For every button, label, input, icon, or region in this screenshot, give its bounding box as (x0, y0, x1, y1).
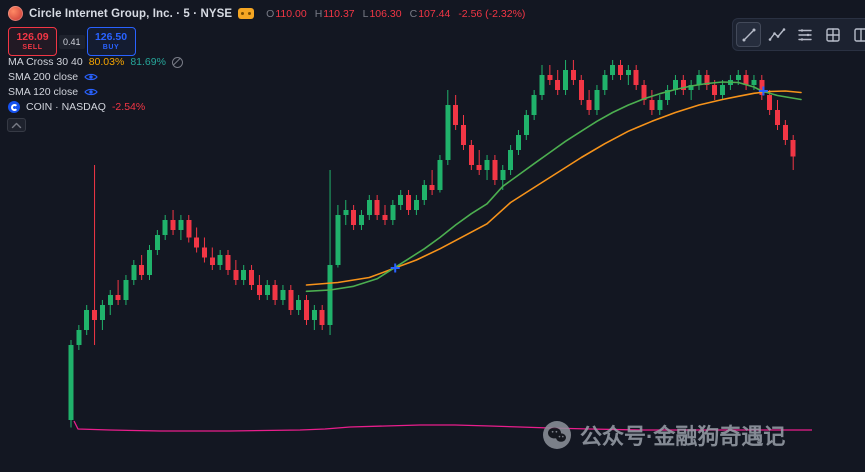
wechat-icon (543, 421, 571, 449)
open-value: 110.00 (275, 7, 307, 20)
toolbar-button-grid-layout-2[interactable] (848, 22, 865, 47)
symbol-logo-icon (8, 6, 23, 21)
sma-120-title[interactable]: SMA 120 close (8, 86, 79, 98)
coin-title[interactable]: COIN · NASDAQ (26, 101, 106, 113)
watermark-text: 公众号·金融狗奇遇记 (580, 424, 786, 449)
grid-layout-icon (825, 27, 840, 42)
close-label: C (409, 7, 418, 20)
coin-logo-icon (8, 101, 20, 113)
buy-price: 126.50 (94, 31, 128, 44)
legend-row-coin: COIN · NASDAQ -2.54% (8, 101, 183, 113)
buy-sell-panel: 126.09 SELL 0.41 126.50 BUY (8, 27, 136, 56)
ma-cross-value-1: 80.03% (88, 56, 125, 68)
trend-line-icon (742, 28, 755, 41)
sell-button[interactable]: 126.09 SELL (8, 27, 57, 56)
legend-row-sma-120: SMA 120 close (8, 86, 183, 98)
open-label: O (266, 7, 275, 20)
toolbar-button-polyline[interactable] (764, 22, 789, 47)
ma-cross-value-2: 81.69% (130, 56, 166, 68)
market-status-icon[interactable] (238, 8, 255, 19)
collapse-legend-button[interactable] (7, 118, 26, 132)
eye-icon[interactable] (84, 87, 98, 97)
spread-value: 0.41 (59, 34, 85, 49)
grid-layout-icon (853, 27, 865, 42)
indicator-legend: MA Cross 30 40 80.03% 81.69% SMA 200 clo… (8, 56, 183, 113)
sell-price: 126.09 (16, 31, 49, 44)
buy-button[interactable]: 126.50 BUY (86, 27, 136, 56)
symbol-title[interactable]: Circle Internet Group, Inc. · 5 · NYSE (29, 7, 233, 20)
symbol-header: Circle Internet Group, Inc. · 5 · NYSE O… (8, 6, 525, 21)
toolbar-button-grid-layout[interactable] (820, 22, 845, 47)
high-value: 110.37 (323, 7, 355, 20)
chevron-up-icon (11, 122, 22, 128)
wechat-watermark: 公众号·金融狗奇遇记 (543, 419, 785, 451)
ohlc-readout: O 110.00 H 110.37 L 106.30 C 107.44 -2.56 (-… (266, 8, 525, 20)
low-value: 106.30 (369, 7, 402, 20)
eye-icon[interactable] (84, 72, 98, 82)
ma-cross-title[interactable]: MA Cross 30 40 (8, 56, 83, 68)
polyline-icon (768, 27, 785, 41)
drawing-toolbar (732, 18, 865, 51)
circle-slash-icon[interactable] (171, 56, 183, 68)
sell-label: SELL (22, 43, 43, 51)
coin-change: -2.54% (111, 101, 146, 113)
legend-row-ma-cross: MA Cross 30 40 80.03% 81.69% (8, 56, 183, 68)
buy-label: BUY (102, 43, 120, 51)
low-label: L (362, 7, 369, 20)
toolbar-button-parallel-lines[interactable] (792, 22, 817, 47)
toolbar-button-trend-line[interactable] (736, 22, 761, 47)
change-value: -2.56 (-2.32%) (458, 7, 526, 20)
sma-200-title[interactable]: SMA 200 close (8, 71, 79, 83)
legend-row-sma-200: SMA 200 close (8, 71, 183, 83)
close-value: 107.44 (418, 7, 451, 20)
parallel-lines-icon (797, 28, 812, 41)
high-label: H (314, 7, 323, 20)
